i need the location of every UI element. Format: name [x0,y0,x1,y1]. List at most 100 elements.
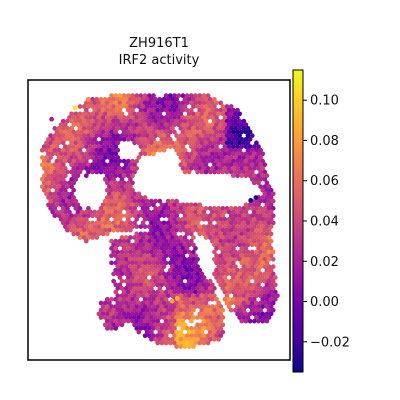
spot [249,169,255,175]
spot [62,195,68,200]
spot [226,115,232,120]
spot [270,198,276,204]
spot [209,166,215,171]
spot [245,162,251,168]
spot [170,111,175,117]
spot [222,136,228,142]
spot [216,256,221,262]
spot [115,118,121,124]
spot [117,282,123,288]
spot [48,133,53,138]
spot [86,104,91,109]
spot [233,140,238,146]
spot [149,235,154,240]
spot [60,140,66,146]
spot [260,166,266,171]
spot [119,111,125,117]
spot [256,158,261,164]
spot [130,253,135,259]
spot [203,307,209,313]
spot [163,231,169,237]
spot [212,133,217,138]
spot [88,231,93,237]
spot [182,147,188,153]
spot [165,198,171,204]
spot [191,235,196,240]
spot [50,209,56,215]
spot [44,191,49,197]
spot [201,304,207,309]
spot [104,144,110,149]
spot [184,129,190,135]
spot [214,107,219,113]
spot [188,216,194,222]
spot [256,151,261,157]
spot [163,115,169,120]
spot [146,326,152,331]
spot [140,104,146,109]
spot [165,126,171,131]
spot [58,216,64,222]
spot [151,122,156,128]
spot [184,333,190,339]
spot [264,267,270,273]
spot [134,318,140,324]
spot [92,209,98,215]
spot [233,286,238,291]
spot [214,333,219,339]
spot [224,286,230,291]
spot [199,118,205,124]
spot [178,329,184,335]
spot [98,213,104,219]
spot [119,96,125,102]
spot [52,162,58,168]
spot [90,220,95,226]
spot [161,315,167,320]
spot [268,238,274,244]
spot [117,166,123,171]
spot [163,129,169,135]
spot [92,151,98,157]
spot [212,235,217,240]
spot [86,147,91,153]
spot [176,224,182,229]
spot [218,216,224,222]
spot [178,271,184,277]
spot [113,216,119,222]
spot [48,162,53,168]
spot [176,115,182,120]
spot [155,326,161,331]
spot [125,202,131,208]
spot [199,111,205,117]
spot [159,333,165,339]
spot [157,227,163,233]
spot [52,191,58,197]
spot [201,326,207,331]
spot [96,107,102,113]
spot [159,224,165,229]
spot [228,104,234,109]
spot [167,209,173,215]
spot [214,304,219,309]
colorbar-tick-label: 0.10 [310,94,339,109]
spot [142,136,148,142]
spot [138,195,144,200]
spot [65,191,70,197]
spot [188,166,194,171]
spot [75,158,81,164]
spot [151,129,156,135]
spot [203,96,209,102]
spot [88,136,93,142]
spot [119,126,125,131]
spot [125,195,131,200]
spot [121,115,127,120]
spot [180,333,186,339]
spot [174,96,179,102]
spot [159,129,165,135]
spot [184,326,190,331]
spot [178,111,184,117]
spot [138,129,144,135]
spot [146,311,152,317]
spot [237,293,242,299]
spot [251,267,257,273]
